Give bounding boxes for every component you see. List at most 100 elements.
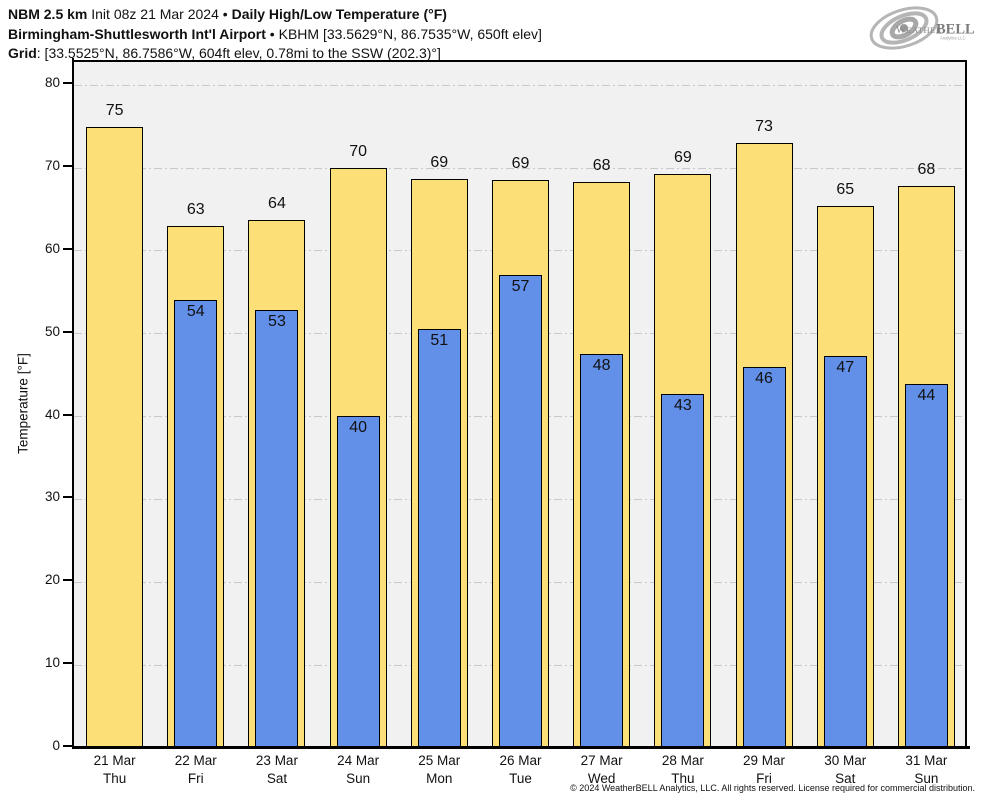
x-tick-label-22-Mar: 22 Mar Fri	[155, 752, 236, 788]
x-tick-date: 24 Mar	[337, 753, 380, 768]
x-tick-label-24-Mar: 24 Mar Sun	[318, 752, 399, 788]
y-tick-label-50: 50	[44, 323, 60, 339]
x-tick-weekday: Sun	[346, 771, 371, 786]
x-tick-weekday: Fri	[187, 771, 204, 786]
x-tick-weekday: Wed	[587, 771, 616, 786]
low-value-label: 47	[836, 359, 855, 377]
chart-header: NBM 2.5 km Init 08z 21 Mar 2024 • Daily …	[8, 5, 542, 64]
y-tick-label-10: 10	[44, 655, 60, 671]
y-tick-10	[63, 662, 72, 665]
high-value-label: 63	[186, 201, 205, 219]
low-value-label: 54	[186, 302, 205, 320]
x-tick-weekday: Thu	[102, 771, 127, 786]
init-time: Init 08z 21 Mar 2024 •	[87, 6, 232, 22]
copyright-notice: © 2024 WeatherBELL Analytics, LLC. All r…	[570, 783, 975, 793]
low-bar-24-Mar	[336, 415, 380, 748]
y-tick-label-60: 60	[44, 240, 60, 256]
gridline-80	[74, 84, 965, 86]
x-tick-label-30-Mar: 30 Mar Sat	[805, 752, 886, 788]
x-tick-date: 30 Mar	[824, 753, 867, 768]
low-value-label: 40	[349, 418, 368, 436]
x-tick-date: 22 Mar	[174, 753, 217, 768]
x-tick-label-31-Mar: 31 Mar Sun	[886, 752, 967, 788]
y-tick-50	[63, 330, 72, 333]
y-tick-label-30: 30	[44, 489, 60, 505]
x-tick-date: 27 Mar	[580, 753, 623, 768]
grid-coords: : [33.5525°N, 86.7586°W, 604ft elev, 0.7…	[36, 45, 441, 61]
x-tick-date: 29 Mar	[743, 753, 786, 768]
x-tick-label-29-Mar: 29 Mar Fri	[723, 752, 804, 788]
x-tick-label-25-Mar: 25 Mar Mon	[399, 752, 480, 788]
x-tick-weekday: Sat	[835, 771, 856, 786]
x-tick-weekday: Tue	[509, 771, 532, 786]
gridline-70	[74, 167, 965, 169]
y-axis-spine	[71, 58, 74, 749]
low-bar-30-Mar	[823, 356, 867, 748]
x-tick-date: 25 Mar	[418, 753, 461, 768]
x-tick-date: 23 Mar	[255, 753, 298, 768]
x-tick-weekday: Mon	[426, 771, 453, 786]
high-value-label: 65	[836, 181, 855, 199]
y-tick-label-80: 80	[44, 75, 60, 91]
low-bar-31-Mar	[904, 384, 948, 748]
y-tick-label-40: 40	[44, 406, 60, 422]
weatherbell-logo: WEATHER BELL Analytics LLC	[869, 6, 975, 50]
low-value-label: 51	[430, 331, 449, 349]
y-tick-40	[63, 413, 72, 416]
y-tick-70	[63, 165, 72, 168]
low-bar-22-Mar	[174, 299, 218, 748]
x-tick-date: 21 Mar	[93, 753, 136, 768]
x-tick-label-26-Mar: 26 Mar Tue	[480, 752, 561, 788]
low-value-label: 53	[268, 312, 286, 330]
page-title: Daily High/Low Temperature (°F)	[231, 6, 447, 22]
high-value-label: 68	[592, 157, 611, 175]
y-tick-label-20: 20	[44, 572, 60, 588]
station-name: Birmingham-Shuttlesworth Int'l Airport	[8, 25, 266, 42]
high-bar-21-Mar	[86, 126, 144, 748]
x-tick-label-28-Mar: 28 Mar Thu	[642, 752, 723, 788]
x-tick-weekday: Sat	[266, 771, 288, 786]
logo-subtext: Analytics LLC	[940, 36, 966, 41]
x-tick-label-23-Mar: 23 Mar Sat	[236, 752, 317, 788]
low-bar-25-Mar	[417, 328, 461, 748]
y-tick-0	[63, 745, 72, 747]
y-tick-30	[63, 496, 72, 499]
low-value-label: 48	[592, 356, 611, 374]
y-tick-label-0: 0	[52, 738, 60, 753]
logo-weather-text: WEATHER	[896, 25, 942, 36]
high-value-label: 70	[349, 143, 368, 161]
y-axis-label: Temperature [°F]	[15, 353, 31, 454]
low-value-label: 46	[755, 369, 773, 387]
low-value-label: 43	[673, 397, 692, 415]
plot-area: 75 63 54 64 53 70 40 69 51 69 57 68 48 69 43 73 46 65 47 68…	[74, 60, 967, 748]
low-bar-23-Mar	[255, 309, 299, 748]
low-bar-29-Mar	[742, 366, 786, 748]
grid-label: Grid	[8, 45, 37, 61]
high-value-label: 75	[105, 101, 124, 119]
low-value-label: 44	[917, 387, 936, 405]
x-tick-label-21-Mar: 21 Mar Thu	[74, 752, 155, 788]
model-name: NBM 2.5 km	[8, 6, 88, 22]
x-tick-date: 28 Mar	[661, 753, 704, 768]
logo-bell-text: BELL	[936, 22, 975, 38]
x-axis-spine	[71, 746, 970, 749]
low-bar-27-Mar	[580, 353, 624, 748]
high-value-label: 68	[917, 161, 936, 179]
y-tick-label-70: 70	[44, 158, 60, 174]
header-line-1: NBM 2.5 km Init 08z 21 Mar 2024 • Daily …	[8, 5, 542, 25]
high-value-label: 69	[430, 153, 449, 171]
header-line-3: Grid: [33.5525°N, 86.7586°W, 604ft elev,…	[8, 44, 542, 64]
x-tick-weekday: Sun	[914, 771, 939, 786]
hurricane-swirl-icon	[869, 6, 939, 50]
low-bar-28-Mar	[661, 394, 705, 748]
y-tick-80	[63, 82, 72, 85]
x-tick-date: 26 Mar	[499, 753, 542, 768]
y-tick-20	[63, 579, 72, 582]
station-coords: • KBHM [33.5629°N, 86.7535°W, 650ft elev…	[265, 25, 542, 42]
header-line-2: Birmingham-Shuttlesworth Int'l Airport •…	[8, 25, 542, 45]
high-value-label: 69	[673, 148, 692, 166]
y-tick-60	[63, 247, 72, 250]
high-value-label: 73	[755, 118, 773, 136]
